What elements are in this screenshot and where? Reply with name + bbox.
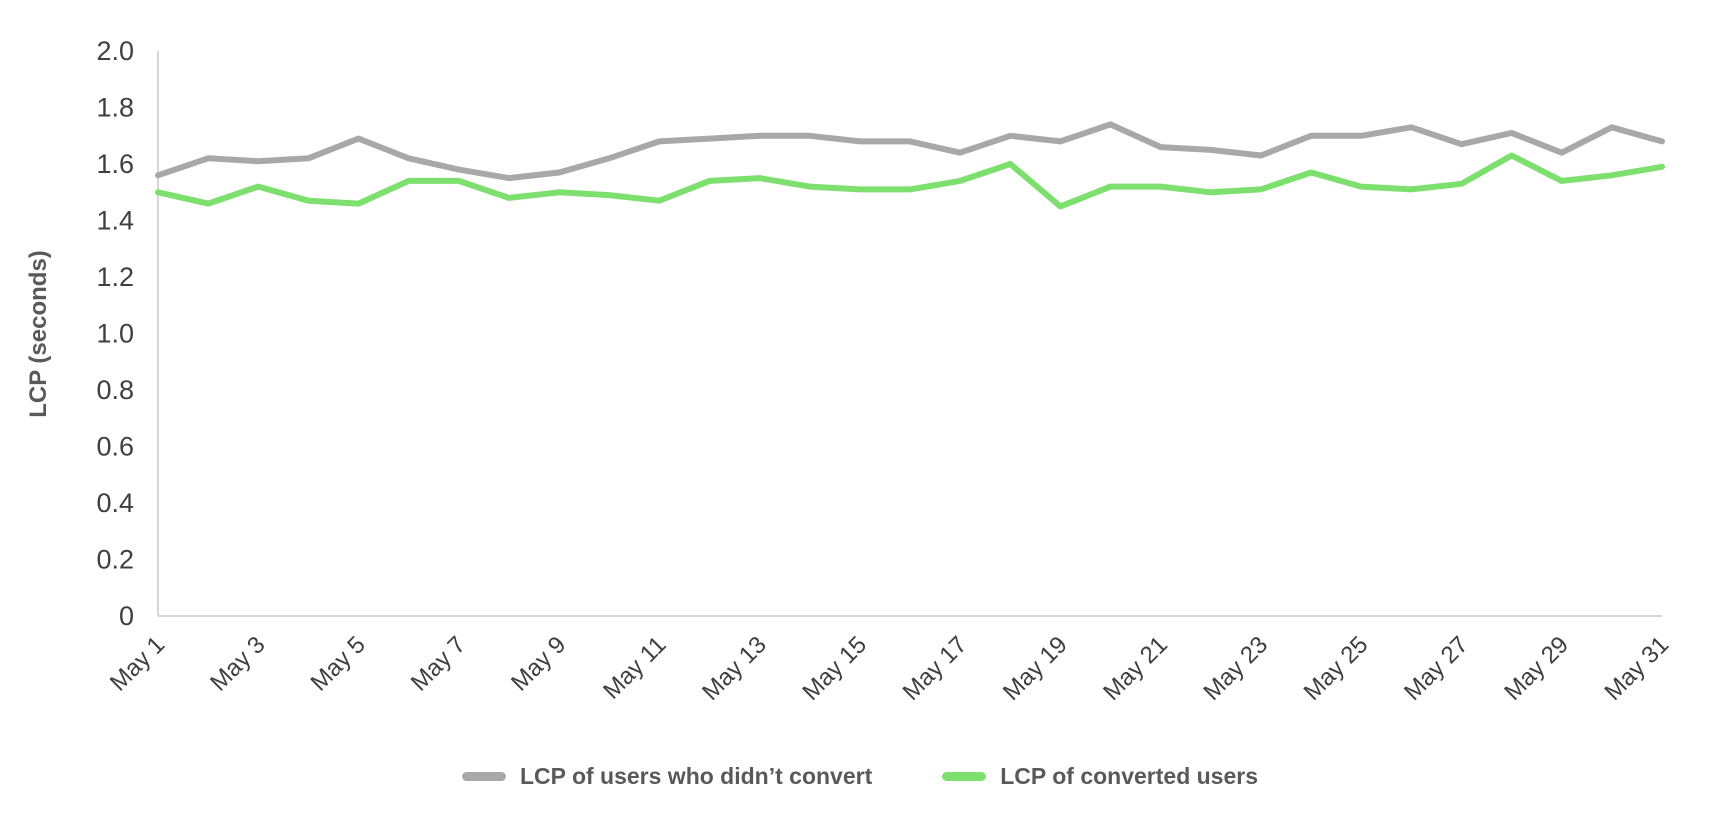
x-tick-label: May 13 <box>697 631 772 706</box>
y-axis-title: LCP (seconds) <box>25 250 52 418</box>
x-tick-label: May 15 <box>797 631 872 706</box>
x-tick-label: May 5 <box>305 631 370 696</box>
y-tick-label: 0.8 <box>96 375 134 405</box>
x-tick-label: May 17 <box>898 631 973 706</box>
x-tick-label: May 3 <box>205 631 270 696</box>
series-line-converted <box>155 152 1665 210</box>
legend-item-converted: LCP of converted users <box>942 763 1258 790</box>
x-tick-label: May 9 <box>506 631 571 696</box>
y-tick-label: 1.4 <box>96 206 134 236</box>
lcp-line-chart-canvas: 0 0.2 0.4 0.6 0.8 1.0 1.2 1.4 1.6 1.8 2.0 May 1 May … <box>25 36 1674 706</box>
x-tick-label: May 23 <box>1198 631 1273 706</box>
chart-legend: LCP of users who didn’t convert LCP of c… <box>0 748 1720 804</box>
x-tick-label: May 11 <box>598 631 671 704</box>
legend-swatch-green-line <box>942 771 987 781</box>
series-line-non-converted <box>155 121 1665 182</box>
lcp-chart: 0 0.2 0.4 0.6 0.8 1.0 1.2 1.4 1.6 1.8 2.0 May 1 May … <box>0 6 1720 804</box>
x-tick-label: May 25 <box>1299 631 1374 706</box>
y-tick-label: 0.4 <box>96 488 134 518</box>
y-tick-label: 1.0 <box>96 319 134 349</box>
y-tick-label: 2.0 <box>96 36 134 66</box>
plot-area: 0 0.2 0.4 0.6 0.8 1.0 1.2 1.4 1.6 1.8 2.0 May 1 May … <box>96 36 1674 706</box>
y-tick-label: 0 <box>119 601 134 631</box>
x-tick-label: May 21 <box>1098 631 1173 706</box>
x-tick-label: May 29 <box>1499 631 1574 706</box>
x-tick-label: May 1 <box>105 631 170 696</box>
legend-label-non-converted: LCP of users who didn’t convert <box>519 762 873 789</box>
y-tick-label: 0.6 <box>96 432 134 462</box>
x-tick-label: May 31 <box>1599 631 1674 706</box>
x-tick-label: May 19 <box>998 631 1073 706</box>
y-tick-label: 1.8 <box>96 93 134 123</box>
legend-swatch-gray-line <box>461 771 506 781</box>
y-tick-label: 1.2 <box>96 262 134 292</box>
legend-item-non-converted: LCP of users who didn’t convert <box>461 762 873 790</box>
y-tick-label: 0.2 <box>96 545 134 575</box>
y-tick-label: 1.6 <box>96 149 134 179</box>
legend-label-converted: LCP of converted users <box>1000 762 1259 789</box>
x-tick-label: May 27 <box>1399 631 1474 706</box>
x-tick-label: May 7 <box>406 631 471 696</box>
